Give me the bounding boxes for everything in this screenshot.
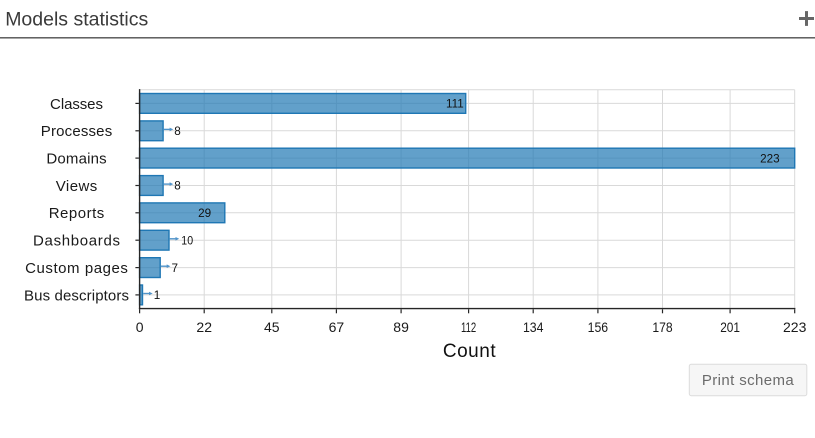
svg-text:112: 112	[461, 319, 476, 335]
svg-text:Count: Count	[443, 341, 496, 362]
svg-text:45: 45	[264, 319, 280, 335]
svg-text:Processes: Processes	[41, 123, 112, 140]
svg-text:67: 67	[329, 319, 345, 335]
svg-text:134: 134	[523, 319, 544, 335]
svg-text:223: 223	[783, 319, 807, 335]
svg-text:0: 0	[136, 319, 144, 335]
svg-text:8: 8	[174, 125, 181, 138]
svg-text:156: 156	[588, 319, 609, 335]
svg-text:Domains: Domains	[46, 151, 106, 168]
svg-text:Classes: Classes	[50, 96, 103, 113]
svg-text:8: 8	[174, 180, 181, 193]
svg-text:223: 223	[760, 152, 780, 165]
svg-text:22: 22	[196, 319, 212, 335]
svg-text:10: 10	[181, 234, 193, 247]
svg-text:Print schema: Print schema	[702, 372, 795, 389]
svg-text:Reports: Reports	[49, 205, 105, 222]
svg-text:7: 7	[172, 262, 179, 275]
svg-text:Custom pages: Custom pages	[25, 260, 128, 277]
svg-text:178: 178	[652, 319, 672, 335]
svg-text:29: 29	[198, 207, 211, 220]
svg-text:201: 201	[720, 319, 740, 335]
svg-text:Models statistics: Models statistics	[5, 9, 148, 31]
svg-text:89: 89	[393, 319, 409, 335]
svg-text:Dashboards: Dashboards	[33, 233, 120, 250]
svg-text:Views: Views	[56, 178, 98, 195]
svg-text:111: 111	[446, 98, 464, 111]
svg-text:Bus descriptors: Bus descriptors	[24, 287, 129, 304]
svg-text:1: 1	[154, 289, 161, 302]
